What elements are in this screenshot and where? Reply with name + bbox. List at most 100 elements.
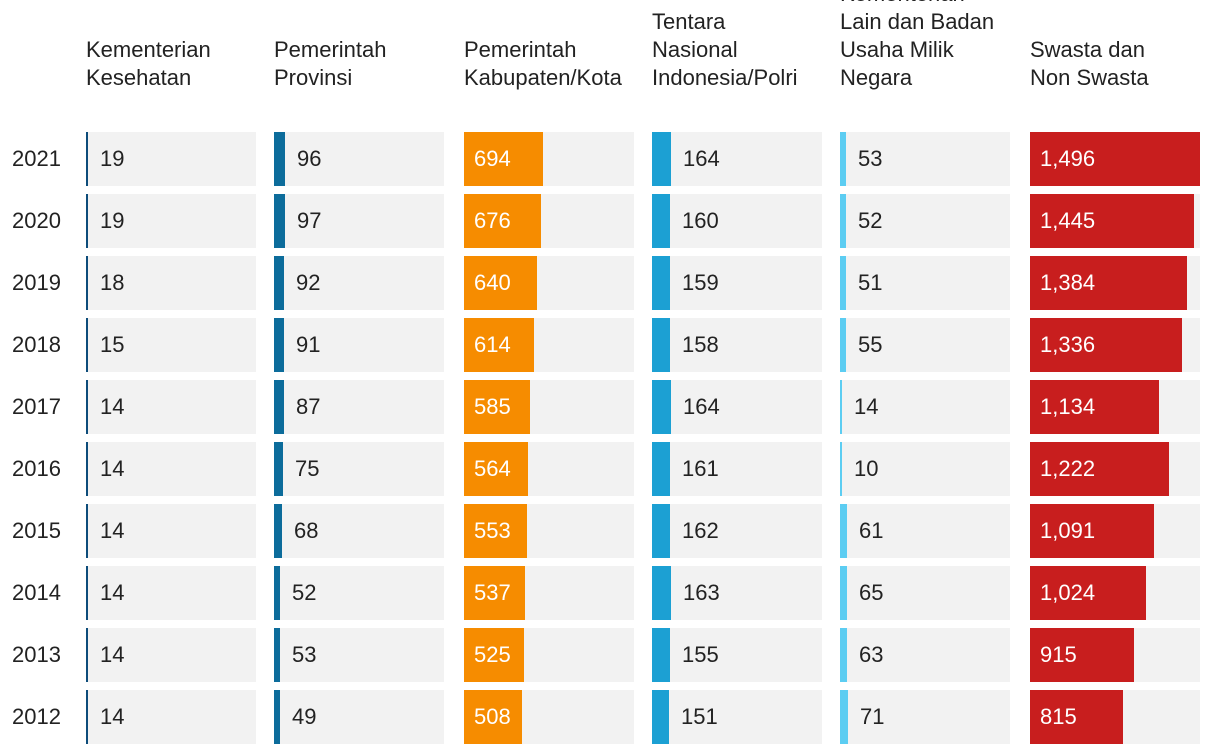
bar [86, 380, 88, 434]
bar-cell: 1,445 [1030, 194, 1200, 248]
bar-cell: 614 [464, 318, 634, 372]
bar [840, 132, 846, 186]
bar [464, 132, 543, 186]
bar [1030, 566, 1146, 620]
data-label: 159 [682, 270, 719, 295]
bar-cell: 49 [274, 690, 444, 744]
data-label: 164 [683, 146, 720, 171]
data-label: 14 [100, 580, 125, 605]
data-label: 676 [474, 208, 511, 233]
data-label: 71 [860, 704, 885, 729]
column-header: Swasta dan Non Swasta [1030, 37, 1149, 90]
bar [840, 380, 842, 434]
bar-cell: 1,496 [1030, 132, 1200, 186]
bar [1030, 132, 1200, 186]
data-label: 614 [474, 332, 511, 357]
data-label: 158 [682, 332, 719, 357]
bar [464, 194, 541, 248]
bar [274, 380, 284, 434]
bar [274, 132, 285, 186]
year-label: 2018 [12, 332, 61, 357]
bar-cell: 52 [840, 194, 1010, 248]
data-label: 14 [854, 394, 879, 419]
bar-cell: 75 [274, 442, 444, 496]
data-label: 14 [100, 456, 125, 481]
data-label: 55 [858, 332, 883, 357]
bar-cell: 158 [652, 318, 822, 372]
data-label: 1,384 [1040, 270, 1096, 295]
bar [1030, 628, 1134, 682]
bar-cell: 163 [652, 566, 822, 620]
bar [1030, 380, 1159, 434]
bar-cell: 640 [464, 256, 634, 310]
bar-cell: 155 [652, 628, 822, 682]
data-label: 640 [474, 270, 511, 295]
data-label: 815 [1040, 704, 1077, 729]
bar-cell: 55 [840, 318, 1010, 372]
bar [464, 690, 522, 744]
data-label: 97 [297, 208, 322, 233]
bar-cell: 1,091 [1030, 504, 1200, 558]
year-label: 2017 [12, 394, 61, 419]
data-label: 14 [100, 394, 125, 419]
data-label: 51 [858, 270, 883, 295]
data-label: 53 [292, 642, 317, 667]
column-header: Pemerintah Provinsi [274, 37, 387, 90]
bar-cell: 53 [840, 132, 1010, 186]
bar-cell: 676 [464, 194, 634, 248]
bar [86, 256, 88, 310]
data-label: 63 [859, 642, 884, 667]
bar-cell: 553 [464, 504, 634, 558]
year-label: 2015 [12, 518, 61, 543]
data-label: 96 [297, 146, 322, 171]
bar [274, 194, 285, 248]
data-label: 14 [100, 518, 125, 543]
data-label: 155 [682, 642, 719, 667]
bar [86, 628, 88, 682]
data-label: 14 [100, 704, 125, 729]
bar-cell: 19 [86, 132, 256, 186]
bar [840, 504, 847, 558]
data-label: 163 [683, 580, 720, 605]
bar [464, 504, 527, 558]
bar-cell: 14 [86, 690, 256, 744]
data-label: 91 [296, 332, 321, 357]
bar-cell: 14 [86, 504, 256, 558]
bar-cell: 51 [840, 256, 1010, 310]
bar [652, 318, 670, 372]
data-label: 52 [292, 580, 317, 605]
data-label: 52 [858, 208, 883, 233]
data-label: 160 [682, 208, 719, 233]
year-label: 2020 [12, 208, 61, 233]
bar [1030, 504, 1154, 558]
bar [86, 132, 88, 186]
bar-cell: 694 [464, 132, 634, 186]
data-label: 92 [296, 270, 321, 295]
bar-cell: 1,384 [1030, 256, 1200, 310]
bar-cell: 61 [840, 504, 1010, 558]
data-label: 553 [474, 518, 511, 543]
bar-cell: 52 [274, 566, 444, 620]
bar [840, 256, 846, 310]
bar-cell: 14 [86, 442, 256, 496]
year-label: 2013 [12, 642, 61, 667]
bar-cell: 1,134 [1030, 380, 1200, 434]
bar-cell: 564 [464, 442, 634, 496]
data-label: 164 [683, 394, 720, 419]
bar [840, 628, 847, 682]
data-label: 161 [682, 456, 719, 481]
bar-cell: 1,024 [1030, 566, 1200, 620]
bar-cell: 151 [652, 690, 822, 744]
data-label: 162 [682, 518, 719, 543]
bar [86, 690, 88, 744]
data-label: 915 [1040, 642, 1077, 667]
data-label: 10 [854, 456, 879, 481]
data-label: 1,091 [1040, 518, 1096, 543]
bar-cell: 10 [840, 442, 1010, 496]
bar [652, 132, 671, 186]
bar [652, 194, 670, 248]
bar [840, 566, 847, 620]
bar-cell: 63 [840, 628, 1010, 682]
data-label: 508 [474, 704, 511, 729]
bar [274, 504, 282, 558]
